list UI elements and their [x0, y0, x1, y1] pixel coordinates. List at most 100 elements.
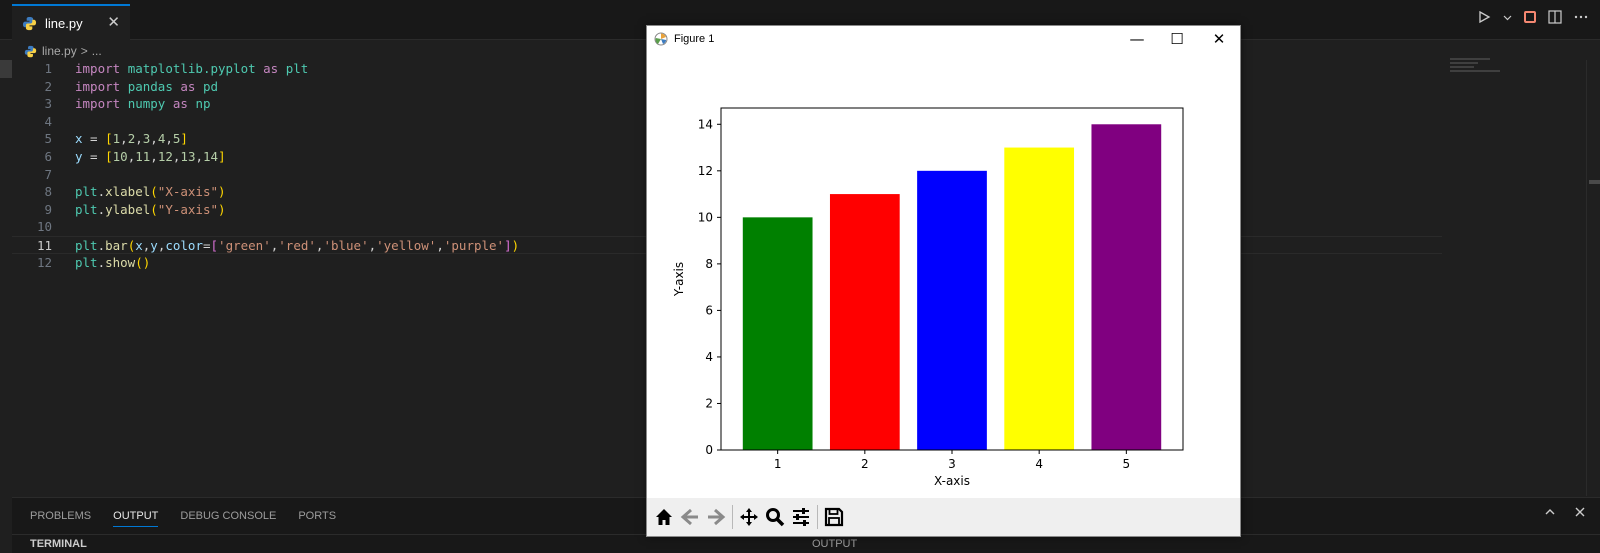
panel-tab-problems[interactable]: PROBLEMS: [30, 510, 92, 522]
figure-titlebar[interactable]: Figure 1 — ☐ ✕: [647, 26, 1240, 53]
code-line[interactable]: 3 import numpy as np: [12, 95, 1442, 113]
code-text[interactable]: x = [1,2,3,4,5]: [75, 131, 188, 147]
configure-subplots-button[interactable]: [788, 504, 814, 530]
forward-button[interactable]: [703, 504, 729, 530]
bar-2: [829, 194, 900, 450]
code-line[interactable]: 5 x = [1,2,3,4,5]: [12, 130, 1442, 148]
maximize-button[interactable]: ☐: [1170, 30, 1184, 48]
code-text[interactable]: plt.show(): [75, 254, 151, 270]
line-number: 10: [36, 219, 52, 235]
code-text[interactable]: plt.xlabel("X-axis"): [75, 184, 226, 200]
line-number: 2: [44, 78, 52, 94]
breadcrumb-separator: >: [80, 44, 88, 58]
pan-button[interactable]: [736, 504, 762, 530]
output-section-label[interactable]: OUTPUT: [812, 538, 858, 550]
editor-scrollbar[interactable]: [1586, 60, 1600, 496]
matplotlib-logo-icon: [654, 32, 668, 46]
arrow-left-icon: [680, 508, 698, 526]
chevron-up-icon[interactable]: [1544, 506, 1556, 518]
code-editor[interactable]: 1 import matplotlib.pyplot as plt 2 import …: [12, 60, 1462, 495]
stop-icon[interactable]: [1524, 11, 1536, 23]
matplotlib-toolbar: [647, 498, 1240, 536]
y-tick-label: 0: [705, 443, 713, 457]
toolbar-divider: [817, 505, 818, 529]
bar-5: [1091, 124, 1162, 451]
arrow-right-icon: [708, 508, 726, 526]
home-button[interactable]: [651, 504, 677, 530]
breadcrumb-symbols[interactable]: ...: [91, 44, 102, 58]
code-line[interactable]: 12 plt.show(): [12, 254, 1442, 272]
x-tick-label: 4: [1035, 457, 1043, 471]
code-text[interactable]: plt.ylabel("Y-axis"): [75, 201, 226, 217]
line-number: 6: [44, 149, 52, 164]
close-panel-icon[interactable]: [1574, 506, 1586, 518]
x-tick-label: 2: [861, 457, 869, 471]
code-text[interactable]: import numpy as np: [75, 96, 211, 112]
y-tick-label: 10: [698, 210, 713, 224]
code-text[interactable]: import pandas as pd: [75, 78, 219, 94]
bar-3: [917, 170, 987, 450]
python-file-icon: [22, 16, 37, 30]
y-tick-label: 4: [705, 350, 713, 364]
zoom-button[interactable]: [762, 504, 788, 530]
minimize-button[interactable]: —: [1129, 30, 1145, 48]
y-tick-label: 6: [705, 303, 713, 317]
code-line[interactable]: 6 y = [10,11,12,13,14]: [12, 148, 1442, 166]
tab-line-py[interactable]: line.py ✕: [12, 4, 130, 40]
x-axis-label: X-axis: [934, 474, 970, 488]
x-tick-label: 3: [948, 457, 956, 471]
home-icon: [656, 509, 672, 525]
editor-actions: [1477, 10, 1588, 24]
code-line[interactable]: 8 plt.xlabel("X-axis"): [12, 183, 1442, 201]
close-button[interactable]: ✕: [1212, 30, 1226, 48]
breadcrumb-file[interactable]: line.py: [42, 44, 77, 58]
split-editor-icon[interactable]: [1548, 10, 1562, 24]
bar-1: [742, 217, 813, 450]
minimap[interactable]: [1450, 58, 1510, 88]
toolbar-divider: [732, 505, 733, 529]
panel-tab-ports[interactable]: PORTS: [298, 510, 337, 522]
line-number: 3: [44, 96, 52, 112]
code-text[interactable]: plt.bar(x,y,color=['green','red','blue',…: [75, 238, 520, 253]
panel-tab-output[interactable]: OUTPUT: [113, 510, 159, 527]
bar-4: [1004, 147, 1075, 450]
code-line[interactable]: 2 import pandas as pd: [12, 78, 1442, 96]
y-tick-label: 12: [698, 164, 713, 178]
code-line[interactable]: 10: [12, 218, 1442, 236]
y-axis-label: Y-axis: [672, 262, 686, 297]
code-line[interactable]: 9 plt.ylabel("Y-axis"): [12, 201, 1442, 219]
plot-frame: [720, 107, 1184, 451]
back-button[interactable]: [677, 504, 703, 530]
code-text[interactable]: y = [10,11,12,13,14]: [75, 149, 226, 164]
line-number: 8: [44, 184, 52, 200]
more-actions-icon[interactable]: [1574, 10, 1588, 24]
python-file-icon: [24, 45, 37, 57]
line-number: 1: [44, 61, 52, 76]
code-text[interactable]: import matplotlib.pyplot as plt: [75, 61, 309, 76]
figure-window: Figure 1 — ☐ ✕ 1 2 3 4 5 0 2 4 6 8 10 12 14 X-axis Y-a…: [646, 25, 1241, 537]
line-number: 11: [36, 238, 52, 253]
panel-tab-debug-console[interactable]: DEBUG CONSOLE: [180, 510, 277, 522]
y-tick-label: 14: [698, 117, 713, 131]
code-line[interactable]: 1 import matplotlib.pyplot as plt: [12, 60, 1442, 78]
close-icon[interactable]: ✕: [107, 13, 120, 31]
magnifier-icon: [766, 508, 785, 527]
y-tick-label: 2: [705, 396, 713, 410]
line-number: 12: [36, 254, 52, 270]
x-tick-label: 1: [774, 457, 782, 471]
code-line[interactable]: 7: [12, 166, 1442, 184]
activity-marker: [0, 60, 12, 78]
y-tick-label: 8: [705, 257, 713, 271]
figure-title: Figure 1: [674, 33, 715, 45]
x-tick-label: 5: [1123, 457, 1131, 471]
line-number: 4: [44, 113, 52, 129]
terminal-label[interactable]: TERMINAL: [30, 538, 87, 550]
run-icon[interactable]: [1477, 10, 1491, 24]
line-number: 5: [44, 131, 52, 147]
breadcrumb: line.py > ...: [24, 41, 102, 61]
chevron-down-icon[interactable]: [1503, 13, 1512, 22]
scrollbar-thumb[interactable]: [1589, 180, 1600, 184]
code-line[interactable]: 4: [12, 113, 1442, 131]
save-button[interactable]: [821, 504, 847, 530]
